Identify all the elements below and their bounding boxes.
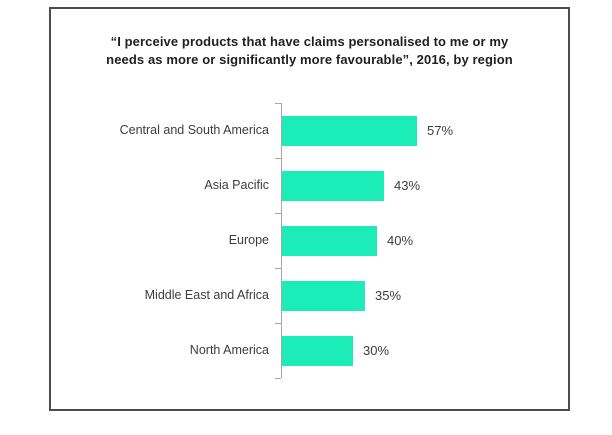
bar — [282, 225, 377, 256]
plot-area: Central and South America 57% Asia Pacific… — [51, 103, 568, 379]
category-label: Middle East and Africa — [144, 288, 269, 302]
category-label: North America — [189, 343, 269, 357]
value-label: 43% — [394, 178, 421, 193]
bar-row: Middle East and Africa 35% — [51, 268, 568, 323]
axis-tick — [275, 158, 281, 159]
bar-row: Asia Pacific 43% — [51, 158, 568, 213]
axis-tick — [275, 323, 281, 324]
category-label: Europe — [228, 233, 269, 247]
chart-title-line-2: needs as more or significantly more favo… — [106, 52, 513, 67]
axis-tick — [275, 378, 281, 379]
value-label: 40% — [387, 233, 414, 248]
value-label: 57% — [427, 123, 454, 138]
y-axis-line — [281, 103, 282, 378]
bar-row: Europe 40% — [51, 213, 568, 268]
axis-tick — [275, 103, 281, 104]
chart-title-line-1: “I perceive products that have claims pe… — [110, 34, 509, 49]
axis-tick — [275, 213, 281, 214]
bar — [282, 280, 365, 311]
bar — [282, 115, 417, 146]
bar-row: Central and South America 57% — [51, 103, 568, 158]
chart-title: “I perceive products that have claims pe… — [51, 33, 568, 69]
category-label: Asia Pacific — [204, 178, 269, 192]
category-label: Central and South America — [119, 123, 269, 137]
value-label: 30% — [363, 343, 390, 358]
axis-tick — [275, 268, 281, 269]
bar-row: North America 30% — [51, 323, 568, 378]
chart-frame: “I perceive products that have claims pe… — [49, 7, 570, 411]
bar — [282, 335, 353, 366]
value-label: 35% — [375, 288, 402, 303]
bar — [282, 170, 384, 201]
